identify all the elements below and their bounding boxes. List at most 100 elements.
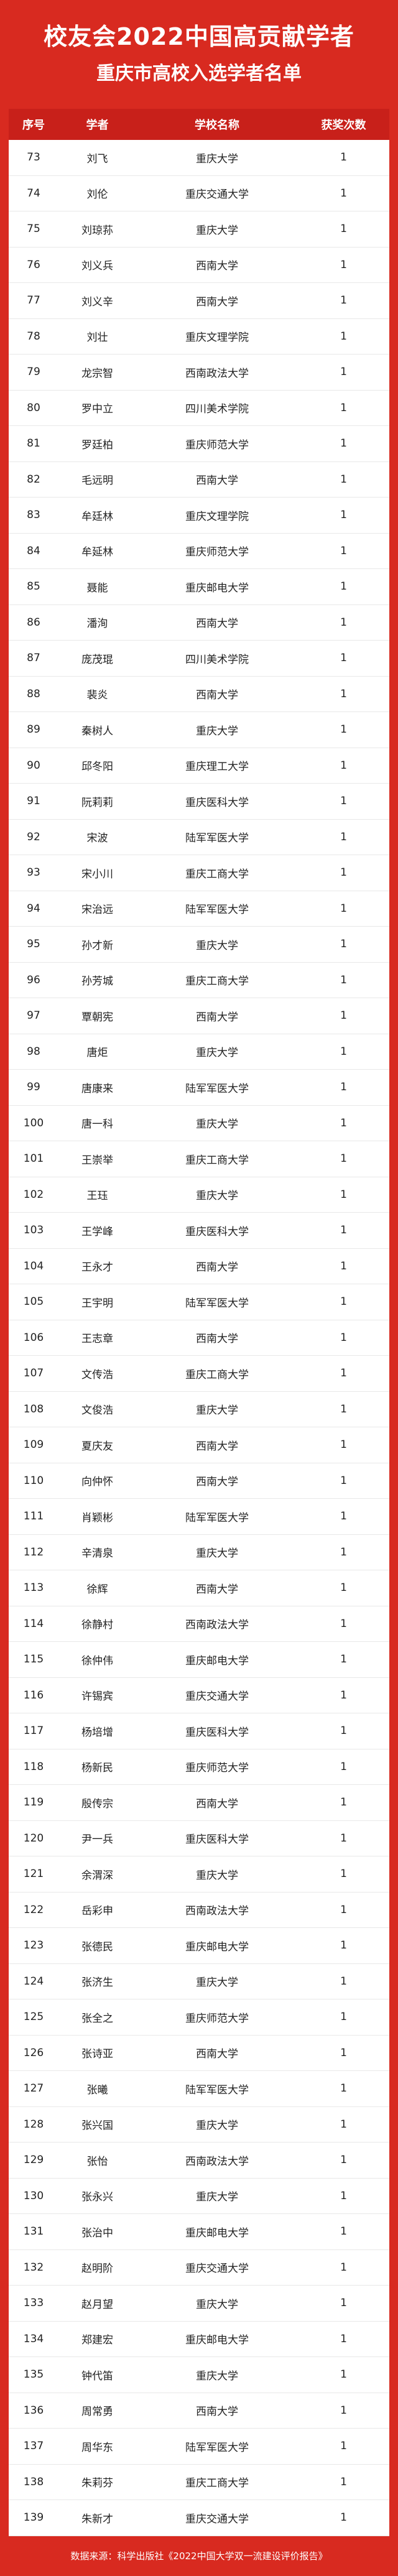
cell: 王志章 — [81, 1333, 113, 1346]
cell: 104 — [23, 1259, 44, 1272]
table-row: 119 殷传宗 西南大学 1 — [9, 1785, 389, 1821]
cell: 西南政法大学 — [185, 1619, 249, 1632]
cell: 74 — [27, 187, 40, 200]
table-row: 137 周华东 陆军军医大学 1 — [9, 2429, 389, 2465]
table-row: 74 刘伦 重庆交通大学 1 — [9, 176, 389, 211]
cell: 杨新民 — [81, 1762, 113, 1775]
cell: 1 — [340, 2154, 347, 2167]
cell: 西南大学 — [196, 1011, 238, 1024]
cell: 120 — [23, 1832, 44, 1845]
table-row: 117 杨培增 重庆医科大学 1 — [9, 1713, 389, 1749]
cell: 宋波 — [86, 832, 108, 845]
cell: 1 — [340, 723, 347, 736]
cell: 84 — [27, 544, 40, 557]
table-row: 92 宋波 陆军军医大学 1 — [9, 820, 389, 855]
cell: 95 — [27, 938, 40, 951]
cell: 1 — [340, 2189, 347, 2202]
cell: 杨培增 — [81, 1726, 113, 1739]
cell: 文俊浩 — [81, 1404, 113, 1417]
cell: 1 — [340, 1402, 347, 1415]
cell: 137 — [23, 2440, 44, 2453]
cell: 91 — [27, 795, 40, 808]
cell: 王宇明 — [81, 1297, 113, 1310]
cell: 刘壮 — [86, 331, 108, 345]
cell: 85 — [27, 580, 40, 593]
cell: 许锡宾 — [81, 1690, 113, 1703]
table-row: 106 王志章 西南大学 1 — [9, 1320, 389, 1356]
cell: 1 — [340, 2261, 347, 2274]
cell: 1 — [340, 294, 347, 307]
table-row: 84 牟延林 重庆师范大学 1 — [9, 534, 389, 569]
cell: 钟代笛 — [81, 2370, 113, 2383]
cell: 1 — [340, 2011, 347, 2024]
table-row: 114 徐静村 西南政法大学 1 — [9, 1606, 389, 1642]
cell: 尹一兵 — [81, 1833, 113, 1846]
cell: 1 — [340, 1045, 347, 1058]
cell: 1 — [340, 1617, 347, 1630]
cell: 王永才 — [81, 1261, 113, 1274]
cell: 103 — [23, 1224, 44, 1237]
cell: 99 — [27, 1081, 40, 1094]
cell: 1 — [340, 1331, 347, 1344]
table-row: 115 徐仲伟 重庆邮电大学 1 — [9, 1642, 389, 1678]
table-row: 120 尹一兵 重庆医科大学 1 — [9, 1821, 389, 1856]
cell: 西南大学 — [196, 1797, 238, 1810]
cell: 孙才新 — [81, 939, 113, 952]
cell: 132 — [23, 2261, 44, 2274]
table-row: 85 聂能 重庆邮电大学 1 — [9, 569, 389, 605]
cell: 136 — [23, 2404, 44, 2417]
table-row: 88 裴炎 西南大学 1 — [9, 677, 389, 712]
table-row: 98 唐炬 重庆大学 1 — [9, 1034, 389, 1070]
cell: 1 — [340, 652, 347, 665]
table-row: 75 刘琼荪 重庆大学 1 — [9, 211, 389, 248]
table-row: 86 潘洵 西南大学 1 — [9, 605, 389, 641]
table-row: 107 文传浩 重庆工商大学 1 — [9, 1356, 389, 1392]
cell: 93 — [27, 866, 40, 879]
cell: 1 — [340, 1367, 347, 1380]
cell: 重庆邮电大学 — [185, 1654, 249, 1667]
cell: 1 — [340, 795, 347, 808]
table-row: 95 孙才新 重庆大学 1 — [9, 927, 389, 963]
cell: 重庆文理学院 — [185, 510, 249, 523]
cell: 庞茂琨 — [81, 653, 113, 666]
cell: 牟延林 — [81, 546, 113, 559]
table-row: 77 刘义辛 西南大学 1 — [9, 283, 389, 319]
table-row: 118 杨新民 重庆师范大学 1 — [9, 1749, 389, 1785]
table-row: 91 阮莉莉 重庆医科大学 1 — [9, 784, 389, 820]
table-row: 89 秦树人 重庆大学 1 — [9, 712, 389, 748]
cell: 辛清泉 — [81, 1547, 113, 1560]
cell: 重庆师范大学 — [185, 2012, 249, 2025]
cell: 1 — [340, 938, 347, 951]
cell: 73 — [27, 151, 40, 164]
cell: 1 — [340, 1152, 347, 1165]
cell: 1 — [340, 1474, 347, 1487]
header-row: 序号 学者 学校名称 获奖次数 — [9, 109, 389, 140]
cell: 107 — [23, 1367, 44, 1380]
cell: 重庆邮电大学 — [185, 1940, 249, 1953]
cell: 1 — [340, 1510, 347, 1523]
table-row: 103 王学峰 重庆医科大学 1 — [9, 1213, 389, 1249]
cell: 1 — [340, 1295, 347, 1309]
cell: 80 — [27, 401, 40, 414]
cell: 夏庆友 — [81, 1440, 113, 1453]
table-row: 125 张全之 重庆师范大学 1 — [9, 1999, 389, 2036]
table-row: 102 王珏 重庆大学 1 — [9, 1177, 389, 1213]
cell: 1 — [340, 1903, 347, 1916]
cell: 97 — [27, 1009, 40, 1022]
table-row: 126 张诗亚 西南大学 1 — [9, 2036, 389, 2071]
cell: 张德民 — [81, 1940, 113, 1953]
column-header: 序号 — [22, 119, 45, 132]
cell: 112 — [23, 1545, 44, 1559]
cell: 117 — [23, 1725, 44, 1738]
cell: 1 — [340, 401, 347, 414]
cell: 重庆师范大学 — [185, 1762, 249, 1775]
cell: 张兴国 — [81, 2120, 113, 2133]
cell: 82 — [27, 473, 40, 486]
cell: 重庆工商大学 — [185, 2477, 249, 2490]
table-row: 128 张兴国 重庆大学 1 — [9, 2107, 389, 2143]
cell: 张治中 — [81, 2226, 113, 2240]
cell: 1 — [340, 223, 347, 236]
cell: 118 — [23, 1760, 44, 1773]
cell: 1 — [340, 973, 347, 986]
